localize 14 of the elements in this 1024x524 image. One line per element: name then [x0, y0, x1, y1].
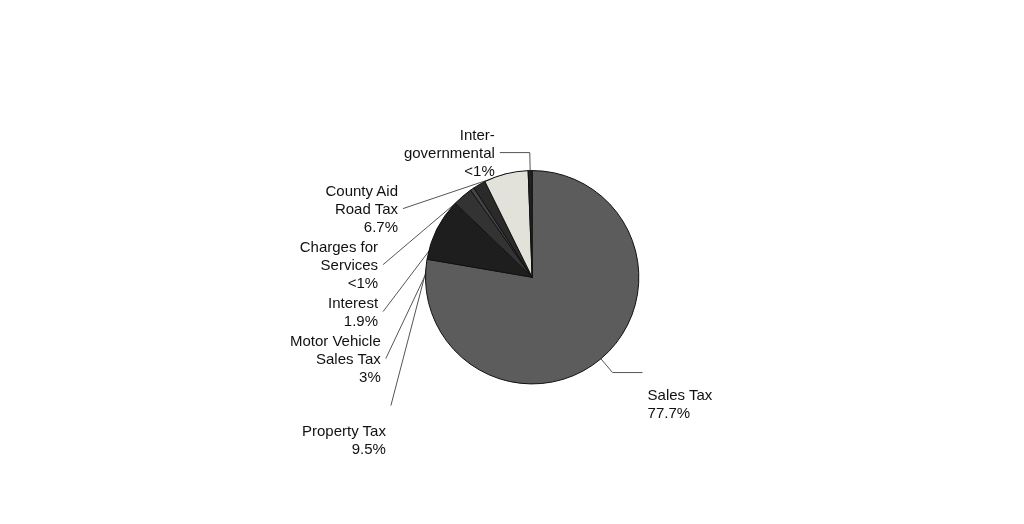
data-label: <1%: [464, 162, 495, 180]
data-label: 77.7%: [647, 404, 691, 422]
slice-label: Motor Vehicle Sales Tax: [289, 332, 382, 368]
slice-label: Sales Tax: [647, 386, 713, 404]
slice-label: Interest: [328, 294, 379, 312]
slice-label: Property Tax: [301, 422, 387, 440]
slice-label: Inter- governmental: [403, 126, 495, 162]
data-label: 6.7%: [363, 218, 399, 236]
data-label: 9.5%: [351, 440, 386, 458]
slice-label: Charges for Services: [299, 238, 379, 274]
data-label: 3%: [359, 368, 381, 386]
slice-label: County Aid Road Tax: [325, 182, 399, 218]
data-label: <1%: [347, 274, 379, 292]
data-label: 1.9%: [343, 312, 379, 330]
